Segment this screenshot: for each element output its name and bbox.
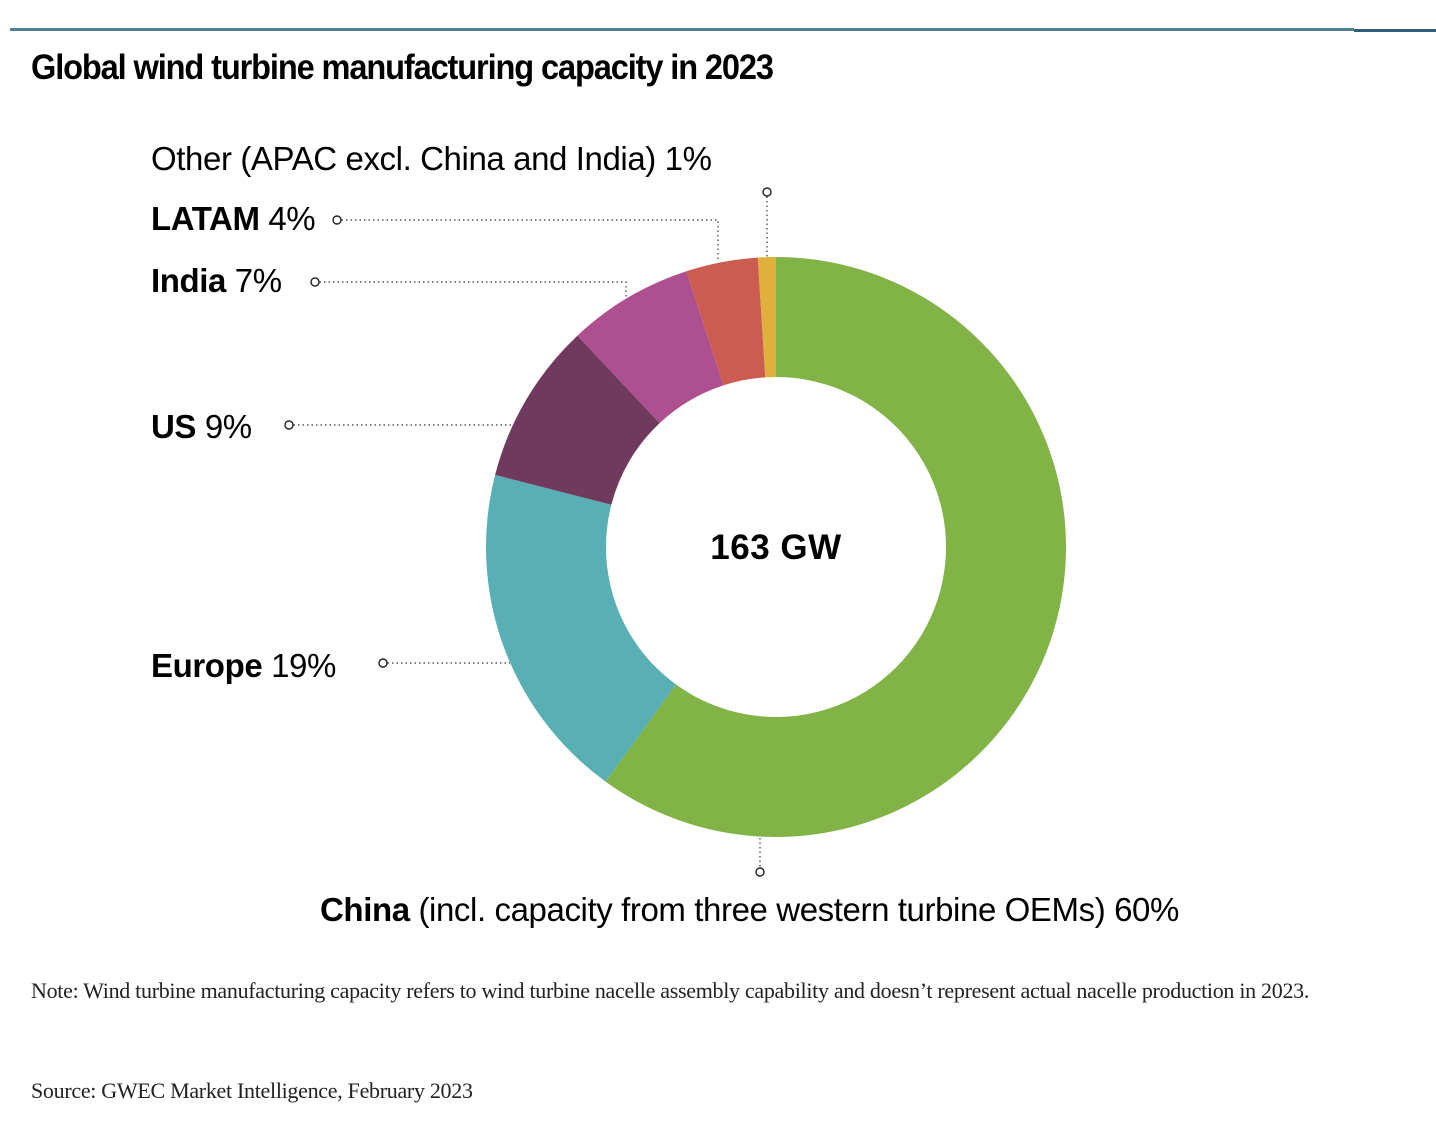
slice-us <box>495 335 660 505</box>
label-latam-name: LATAM <box>151 200 260 237</box>
label-china-name: China <box>320 891 410 928</box>
footnote: Note: Wind turbine manufacturing capacit… <box>31 978 1310 1003</box>
label-latam: LATAM 4% <box>151 200 316 238</box>
label-europe: Europe 19% <box>151 647 336 685</box>
leader-marker-us <box>284 420 294 430</box>
top-rule-accent <box>1354 29 1436 32</box>
slice-latam <box>686 257 766 386</box>
slice-other <box>757 257 776 378</box>
label-us-name: US <box>151 408 197 445</box>
leader-marker-india <box>310 277 320 287</box>
label-other-detail: (APAC excl. China and India) <box>240 140 656 177</box>
label-other: Other (APAC excl. China and India) 1% <box>151 140 712 178</box>
label-europe-value: 19% <box>271 647 336 684</box>
leader-line-india <box>315 281 627 300</box>
label-other-name: Other <box>151 140 232 177</box>
chart-title: Global wind turbine manufacturing capaci… <box>31 48 774 87</box>
label-china-value: 60% <box>1114 891 1179 928</box>
leader-marker-other <box>762 187 772 197</box>
leader-marker-latam <box>332 215 342 225</box>
slice-china <box>605 257 1066 838</box>
source-line: Source: GWEC Market Intelligence, Februa… <box>31 1078 473 1103</box>
center-total-label: 163 GW <box>710 528 842 567</box>
label-india-name: India <box>151 262 227 299</box>
label-china: China (incl. capacity from three western… <box>320 891 1179 929</box>
label-india-value: 7% <box>234 262 282 299</box>
top-rule <box>10 28 1354 31</box>
slices-group <box>486 257 1066 838</box>
label-other-value: 1% <box>664 140 712 177</box>
label-latam-value: 4% <box>268 200 316 237</box>
leader-line-latam <box>337 219 719 260</box>
label-europe-name: Europe <box>151 647 263 684</box>
slice-india <box>577 271 724 424</box>
label-us-value: 9% <box>204 408 252 445</box>
label-us: US 9% <box>151 408 252 446</box>
label-india: India 7% <box>151 262 282 300</box>
slice-europe <box>486 474 677 782</box>
label-china-detail: (incl. capacity from three western turbi… <box>418 891 1106 928</box>
leader-marker-europe <box>378 658 388 668</box>
leader-marker-china <box>755 867 765 877</box>
leader-lines-group <box>284 187 772 877</box>
